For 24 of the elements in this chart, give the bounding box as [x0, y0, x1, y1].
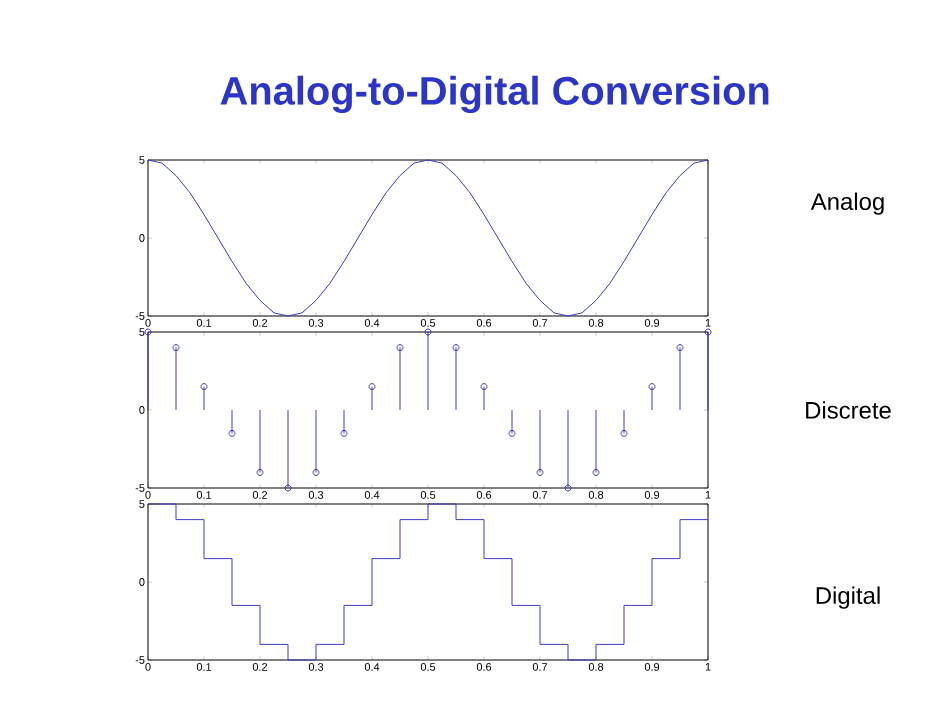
- point: [536, 468, 544, 476]
- text: Discrete: [806, 401, 891, 419]
- point: [564, 484, 572, 492]
- point: [340, 429, 348, 437]
- point: [228, 429, 236, 437]
- point: [620, 429, 628, 437]
- point: [676, 344, 684, 352]
- point: [312, 468, 320, 476]
- text: Analog: [810, 192, 884, 215]
- chart-title: Analog-to-Digital Conversion: [220, 75, 769, 113]
- point: [648, 383, 656, 391]
- point: [172, 344, 180, 352]
- text: Digital: [816, 586, 880, 609]
- point: [508, 429, 516, 437]
- point: [424, 328, 432, 336]
- point: [256, 468, 264, 476]
- line-series: [147, 159, 709, 317]
- point: [368, 383, 376, 391]
- point: [284, 484, 292, 492]
- point: [200, 383, 208, 391]
- point: [480, 383, 488, 391]
- point: [452, 344, 460, 352]
- point: [592, 468, 600, 476]
- point: [396, 344, 404, 352]
